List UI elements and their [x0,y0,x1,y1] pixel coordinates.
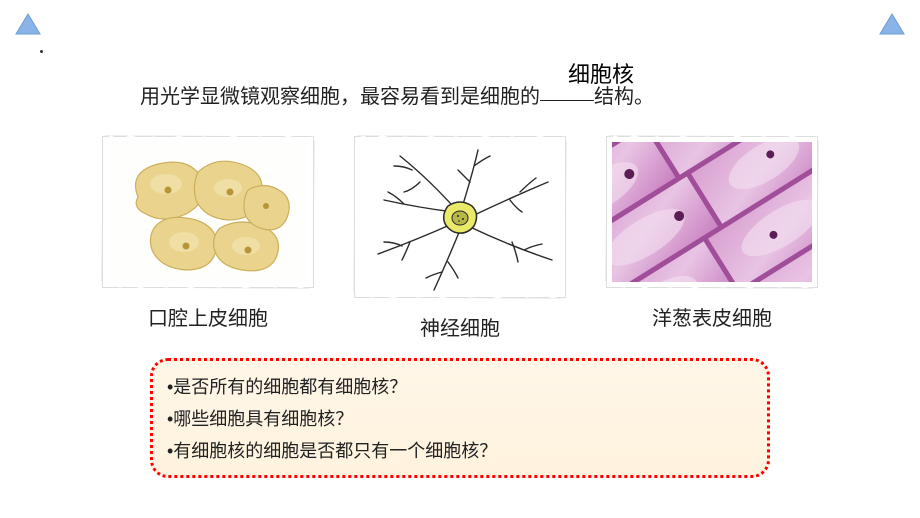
neuron-cell-image [360,142,560,292]
paper-frame-1 [102,136,314,288]
caption-3: 洋葱表皮细胞 [652,302,772,331]
question-3: •有细胞核的细胞是否都只有一个细胞核？ [167,435,753,467]
paper-frame-2 [354,136,566,298]
paper-frame-3 [606,136,818,288]
images-row: 口腔上皮细胞 [0,136,920,341]
bullet-dot-icon [40,50,43,53]
headline-pre: 用光学显微镜观察细胞，最容易看到是细胞的 [140,86,540,108]
corner-triangle-left-icon [14,12,42,36]
blank-fill-answer: 细胞核 [568,58,634,92]
image-col-2: 神经细胞 [354,136,566,341]
blank-underline [540,100,594,101]
corner-triangle-right-icon [878,12,906,36]
headline-row: 用光学显微镜观察细胞，最容易看到是细胞的结构。 细胞核 [0,80,920,114]
oral-epithelial-cells-image [108,142,308,282]
image-col-1: 口腔上皮细胞 [102,136,314,331]
caption-2: 神经细胞 [420,312,500,341]
question-box: •是否所有的细胞都有细胞核？ •哪些细胞具有细胞核？ •有细胞核的细胞是否都只有… [150,358,770,478]
headline-text: 用光学显微镜观察细胞，最容易看到是细胞的结构。 细胞核 [140,80,800,114]
question-1: •是否所有的细胞都有细胞核？ [167,371,753,403]
onion-epidermis-cells-image [612,142,812,282]
caption-1: 口腔上皮细胞 [148,302,268,331]
question-2: •哪些细胞具有细胞核？ [167,403,753,435]
image-col-3: 洋葱表皮细胞 [606,136,818,331]
